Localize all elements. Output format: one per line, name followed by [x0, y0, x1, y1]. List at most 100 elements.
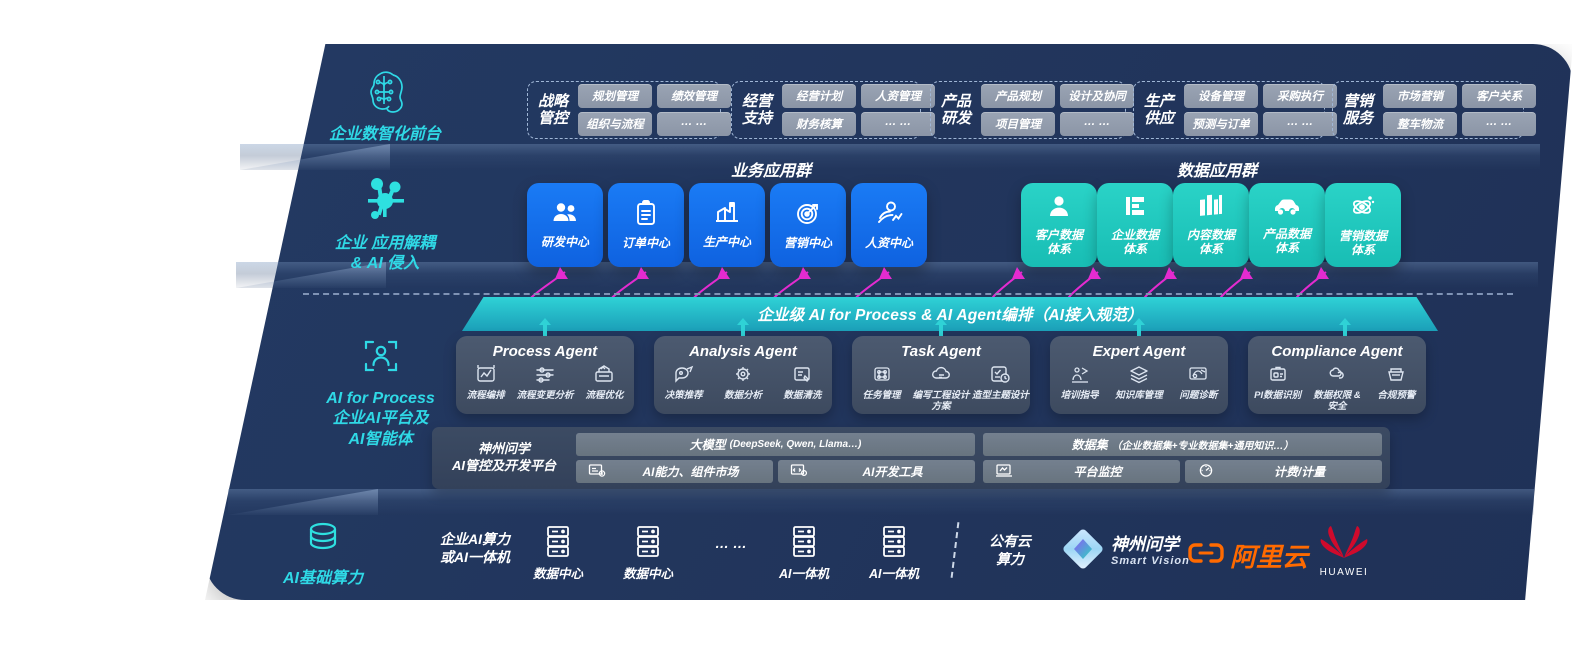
orchestration-banner[interactable]: 企业级 AI for Process & AI Agent编排（AI接入规范）	[462, 297, 1438, 331]
analysis-gear-icon	[732, 364, 754, 389]
agent-title: Compliance Agent	[1271, 343, 1403, 360]
agent-card-process[interactable]: Process Agent 流程编排 流程变更分析 流程优化	[456, 336, 634, 414]
domain-group-3[interactable]: 生产 供应 设备管理 采购执行 预测与订单 … …	[1133, 81, 1338, 139]
agent-card-task[interactable]: Task Agent 任务管理 编写工程设计方案 造型主题设计	[852, 336, 1030, 414]
vendor-smartvision[interactable]: 神州问学 Smart Vision	[1062, 528, 1190, 575]
llm-bar-main: 大模型	[689, 438, 726, 452]
database-icon	[258, 520, 388, 563]
domain-chip[interactable]: 绩效管理	[657, 84, 732, 108]
agent-capability[interactable]: 任务管理	[852, 364, 911, 413]
domain-chip[interactable]: … …	[1060, 112, 1135, 136]
agent-capability[interactable]: 造型主题设计	[971, 364, 1030, 413]
agent-capability[interactable]: 编写工程设计方案	[912, 364, 971, 413]
domain-group-4[interactable]: 营销 服务 市场营销 客户关系 整车物流 … …	[1332, 81, 1537, 139]
vendor-huawei[interactable]: HUAWEI	[1308, 524, 1380, 578]
task-net-icon	[871, 364, 893, 389]
domain-chip[interactable]: 客户关系	[1462, 84, 1537, 108]
domain-chip[interactable]: … …	[1263, 112, 1338, 136]
agent-capability[interactable]: 流程优化	[575, 364, 634, 402]
agent-capability[interactable]: PI数据识别	[1248, 364, 1307, 413]
domain-chip[interactable]: 预测与订单	[1184, 112, 1259, 136]
app-card-rd-center[interactable]: 研发中心	[527, 183, 603, 267]
domain-chip[interactable]: 整车物流	[1383, 112, 1458, 136]
agent-title: Process Agent	[492, 343, 598, 360]
agent-capability[interactable]: 流程编排	[456, 364, 515, 402]
app-card-production-center[interactable]: 生产中心	[689, 183, 765, 267]
domain-chip[interactable]: 设计及协同	[1060, 84, 1135, 108]
vendor-huawei-name: HUAWEI	[1319, 567, 1369, 578]
layer-label-front-text: 企业数智化前台	[328, 126, 441, 143]
domain-chip[interactable]: 采购执行	[1263, 84, 1338, 108]
ai-market-bar[interactable]: AI能力、组件市场	[576, 460, 773, 483]
agent-capability[interactable]: 流程变更分析	[516, 364, 575, 402]
app-card-label: 人资中心	[864, 235, 913, 250]
agent-capability[interactable]: 合规预警	[1367, 364, 1426, 413]
infra-node-0[interactable]: 数据中心	[522, 525, 594, 583]
infra-node-label: AI一体机	[778, 567, 829, 581]
agent-capability[interactable]: 数据清洗	[773, 364, 832, 402]
person-scan-icon	[288, 334, 473, 383]
domain-group-2[interactable]: 产品 研发 产品规划 设计及协同 项目管理 … …	[930, 81, 1135, 139]
dataset-bar[interactable]: 数据集 （企业数据集+专业数据集+通用知识…）	[983, 433, 1382, 456]
data-card-product[interactable]: 产品数据 体系	[1249, 183, 1325, 267]
domain-chip[interactable]: 组织与流程	[578, 112, 653, 136]
factory-icon	[713, 200, 741, 230]
platform-name: 神州问学 AI管控及开发平台	[451, 441, 556, 473]
optimize-icon	[593, 364, 615, 389]
vendor-aliyun[interactable]: 阿里云	[1188, 537, 1308, 574]
agent-capability-label: 知识库管理	[1115, 390, 1163, 401]
agent-capability[interactable]: 数据分析	[714, 364, 773, 402]
domain-chip[interactable]: 财务核算	[782, 112, 857, 136]
layer-label-compute-text: AI基础算力	[282, 570, 363, 587]
agent-capability-label: 合规预警	[1377, 390, 1416, 401]
domain-chip[interactable]: 经营计划	[782, 84, 857, 108]
billing-bar[interactable]: 计费/计量	[1185, 460, 1382, 483]
app-card-order-center[interactable]: 订单中心	[608, 183, 684, 267]
agent-capability[interactable]: 数据权限 & 安全	[1308, 364, 1367, 413]
smartvision-logo	[1062, 528, 1104, 575]
layer-label-aiprocess: AI for Process 企业AI平台及 AI智能体	[288, 334, 473, 450]
app-card-hr-center[interactable]: 人资中心	[851, 183, 927, 267]
agent-capability-label: 决策推荐	[664, 390, 703, 401]
app-card-marketing-center[interactable]: 营销中心	[770, 183, 846, 267]
data-card-content[interactable]: 内容数据 体系	[1173, 183, 1249, 267]
domain-chip[interactable]: 产品规划	[981, 84, 1056, 108]
domain-chip[interactable]: 人资管理	[861, 84, 936, 108]
agent-capability[interactable]: 培训指导	[1050, 364, 1109, 402]
data-card-customer[interactable]: 客户数据 体系	[1021, 183, 1097, 267]
agent-card-analysis[interactable]: Analysis Agent 决策推荐 数据分析 数据清洗	[654, 336, 832, 414]
domain-chip[interactable]: 设备管理	[1184, 84, 1259, 108]
building-icon	[1123, 194, 1147, 223]
vendor-smartvision-name: 神州问学	[1111, 535, 1179, 555]
platform-monitor-bar[interactable]: 平台监控	[983, 460, 1180, 483]
domain-group-0[interactable]: 战略 管控 规划管理 绩效管理 组织与流程 … …	[527, 81, 732, 139]
domain-chip[interactable]: … …	[1462, 112, 1537, 136]
agent-link-arrow	[1339, 318, 1351, 336]
agent-card-compliance[interactable]: Compliance Agent PI数据识别 数据权限 & 安全 合规预警	[1248, 336, 1426, 414]
layer-label-compute: AI基础算力	[258, 520, 388, 589]
agent-capability[interactable]: 知识库管理	[1110, 364, 1169, 402]
agent-capability[interactable]: 决策推荐	[654, 364, 713, 402]
ai-platform-strip[interactable]: 神州问学 AI管控及开发平台 大模型 (DeepSeek, Qwen, Llam…	[432, 427, 1390, 489]
data-card-label: 产品数据 体系	[1262, 226, 1311, 255]
agent-card-expert[interactable]: Expert Agent 培训指导 知识库管理 问题诊断	[1050, 336, 1228, 414]
data-card-marketing[interactable]: 营销数据 体系	[1325, 183, 1401, 267]
data-card-enterprise[interactable]: 企业数据 体系	[1097, 183, 1173, 267]
billing-label: 计费/计量	[1273, 465, 1326, 479]
infra-node-4[interactable]: AI一体机	[858, 525, 930, 583]
domain-chip[interactable]: … …	[861, 112, 936, 136]
infra-node-ellipsis: … …	[695, 534, 767, 552]
domain-chip[interactable]: 项目管理	[981, 112, 1056, 136]
infra-node-3[interactable]: AI一体机	[768, 525, 840, 583]
domain-chip[interactable]: 规划管理	[578, 84, 653, 108]
agent-capability[interactable]: 问题诊断	[1169, 364, 1228, 402]
infra-node-1[interactable]: 数据中心	[612, 525, 684, 583]
domain-group-2-name: 产品 研发	[941, 92, 972, 127]
domain-chip[interactable]: 市场营销	[1383, 84, 1458, 108]
ai-devtool-bar[interactable]: AI开发工具	[778, 460, 975, 483]
platform-monitor-label: 平台监控	[1073, 465, 1122, 479]
domain-chip[interactable]: … …	[657, 112, 732, 136]
domain-group-1[interactable]: 经营 支持 经营计划 人资管理 财务核算 … …	[731, 81, 936, 139]
llm-bar[interactable]: 大模型 (DeepSeek, Qwen, Llama…)	[576, 433, 975, 456]
vendor-smartvision-sub: Smart Vision	[1111, 554, 1190, 567]
